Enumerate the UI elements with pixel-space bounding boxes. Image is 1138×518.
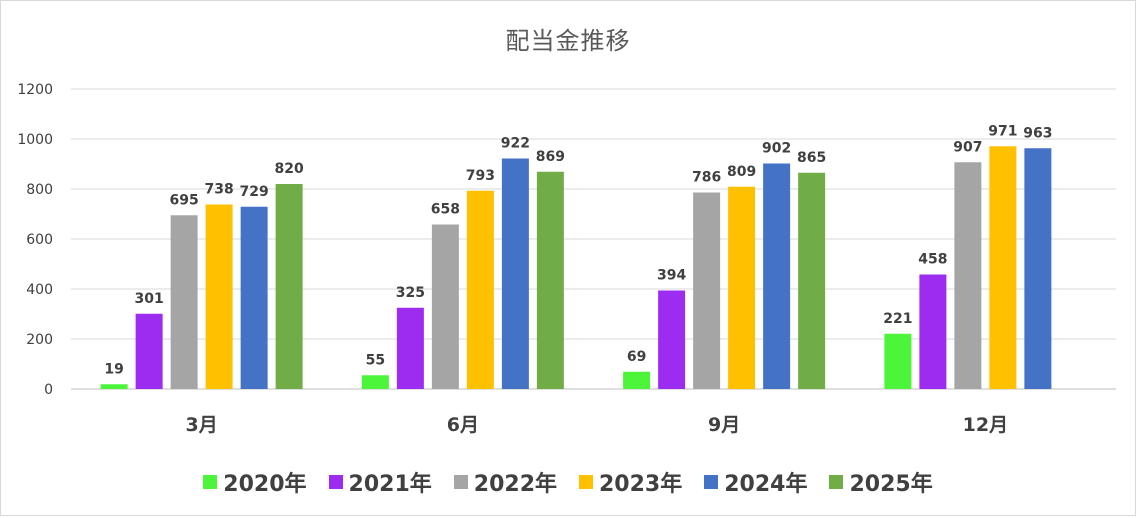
bar (919, 274, 947, 389)
y-tick-label: 0 (44, 382, 53, 398)
x-tick-label: 3月 (186, 414, 218, 436)
chart-legend: 2020年 2021年 2022年 2023年 2024年 2025年 (1, 466, 1135, 498)
x-tick-label: 6月 (447, 414, 479, 436)
bar (623, 371, 651, 389)
data-label: 902 (762, 141, 791, 157)
bar (466, 190, 494, 389)
bar (361, 375, 389, 389)
y-tick-label: 600 (26, 232, 53, 248)
bar (728, 186, 756, 389)
legend-swatch (453, 475, 468, 489)
legend-item: 2021年 (328, 466, 432, 498)
bar (170, 215, 198, 389)
legend-label: 2022年 (473, 472, 557, 497)
data-label: 820 (275, 161, 304, 177)
y-tick-label: 200 (26, 332, 53, 348)
legend-swatch (203, 475, 218, 489)
data-label: 738 (205, 182, 234, 198)
bar (1024, 148, 1052, 389)
legend-item: 2022年 (453, 466, 557, 498)
bar (135, 313, 163, 389)
bar (884, 333, 912, 389)
data-label: 786 (692, 170, 721, 186)
bar (431, 224, 459, 389)
data-label: 729 (240, 184, 269, 200)
data-label: 301 (135, 291, 164, 307)
y-tick-label: 1000 (17, 132, 53, 148)
data-label: 394 (657, 268, 686, 284)
legend-swatch (579, 475, 593, 489)
bar (205, 204, 233, 389)
bar (240, 206, 268, 389)
legend-label: 2025年 (849, 472, 933, 497)
y-tick-label: 800 (26, 182, 53, 198)
legend-label: 2023年 (599, 472, 683, 497)
legend-swatch (704, 475, 719, 489)
bar (100, 384, 128, 389)
legend-swatch (328, 475, 343, 489)
data-label: 221 (883, 311, 912, 327)
bar (536, 171, 564, 389)
legend-item: 2020年 (203, 466, 307, 498)
legend-item: 2023年 (579, 466, 682, 498)
bar (501, 158, 529, 389)
bar (763, 163, 791, 389)
y-tick-label: 400 (26, 282, 53, 298)
data-label: 793 (466, 168, 495, 184)
data-label: 809 (727, 164, 756, 180)
data-label: 55 (366, 352, 385, 368)
data-label: 869 (536, 149, 565, 165)
data-label: 971 (988, 123, 1017, 139)
bar (989, 146, 1017, 389)
data-label: 695 (170, 192, 199, 208)
data-label: 865 (797, 150, 826, 166)
data-label: 325 (396, 285, 425, 301)
bar (798, 172, 826, 389)
x-tick-label: 9月 (708, 414, 740, 436)
data-label: 19 (104, 361, 123, 377)
legend-item: 2024年 (704, 466, 807, 498)
data-label: 963 (1023, 125, 1052, 141)
legend-item: 2025年 (829, 466, 933, 498)
legend-label: 2021年 (348, 472, 432, 497)
bar (658, 290, 686, 389)
chart-title: 配当金推移 (505, 27, 631, 55)
y-tick-label: 1200 (17, 82, 53, 98)
x-tick-label: 12月 (963, 414, 1008, 436)
bar (954, 162, 982, 389)
bar (693, 192, 721, 389)
legend-label: 2020年 (223, 472, 307, 497)
data-label: 907 (953, 139, 982, 155)
legend-swatch (829, 475, 844, 489)
data-label: 922 (501, 136, 530, 152)
data-label: 458 (918, 252, 947, 268)
bar (396, 307, 424, 389)
data-label: 69 (627, 349, 646, 365)
bar (275, 184, 303, 389)
legend-label: 2024年 (724, 472, 808, 497)
data-label: 658 (431, 202, 460, 218)
